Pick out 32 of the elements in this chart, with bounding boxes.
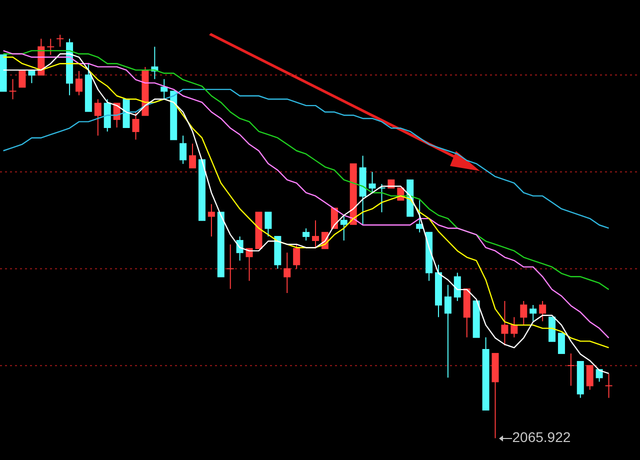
candlestick (94, 98, 102, 136)
candlestick (482, 336, 490, 410)
candlestick (510, 316, 518, 338)
candlestick (368, 171, 376, 193)
candlestick (463, 288, 470, 338)
candlestick (132, 110, 140, 140)
candlestick (47, 38, 54, 56)
candlestick (605, 373, 612, 398)
candlestick (160, 78, 168, 100)
candlestick (75, 70, 82, 96)
candlestick (28, 70, 36, 84)
candlestick (492, 352, 499, 439)
candlestick (567, 352, 574, 386)
candlestick (434, 264, 442, 318)
candlestick (84, 62, 92, 112)
candlestick (189, 143, 196, 168)
candlestick (312, 220, 320, 250)
candlestick (9, 78, 16, 100)
candlestick (539, 300, 546, 322)
candlestick (180, 135, 187, 164)
candlestick (284, 252, 291, 294)
annotation: 2065.922 (512, 429, 571, 446)
candlestick (226, 244, 234, 290)
candlestick (520, 300, 528, 326)
candlestick (359, 155, 366, 225)
candlestick (530, 304, 537, 322)
candlestick (501, 300, 508, 346)
candlestick (56, 34, 64, 48)
candlestick (208, 204, 215, 237)
candlestick (340, 216, 348, 241)
candlestick (444, 284, 452, 378)
candlestick (426, 232, 433, 282)
